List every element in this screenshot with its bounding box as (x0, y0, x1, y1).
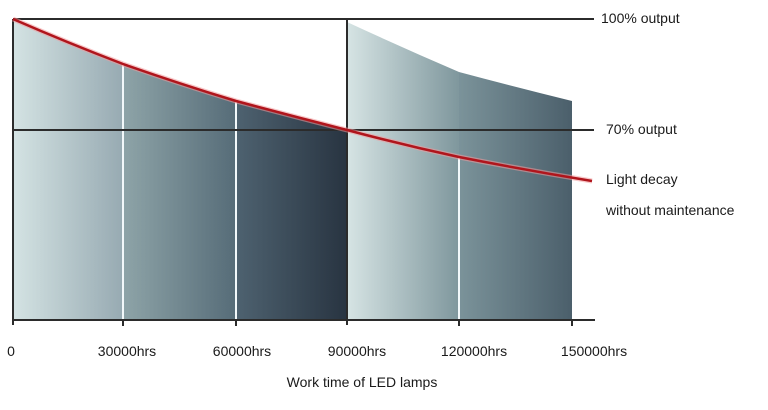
decay-curve (12, 17, 593, 183)
area-segment-90k-120k (347, 22, 459, 320)
x-tick-label-120000: 120000hrs (440, 343, 508, 359)
area-segment-30k-60k (123, 64, 236, 320)
label-70-output: 70% output (606, 121, 677, 137)
legend-without-maintenance: without maintenance (606, 202, 735, 218)
x-axis-title: Work time of LED lamps (286, 374, 438, 390)
area-segment-120k-150k (459, 72, 572, 320)
x-tick-label-150000: 150000hrs (560, 343, 628, 359)
legend-light-decay: Light decay (606, 171, 678, 187)
x-axis-ticks (122, 320, 573, 326)
area-segment-0-30k (13, 19, 123, 320)
area-segment-60k-90k (236, 101, 347, 320)
label-100-output: 100% output (601, 10, 680, 26)
x-tick-label-0: 0 (7, 343, 15, 359)
x-tick-label-90000: 90000hrs (327, 343, 387, 359)
x-tick-label-60000: 60000hrs (212, 343, 272, 359)
x-tick-label-30000: 30000hrs (97, 343, 157, 359)
